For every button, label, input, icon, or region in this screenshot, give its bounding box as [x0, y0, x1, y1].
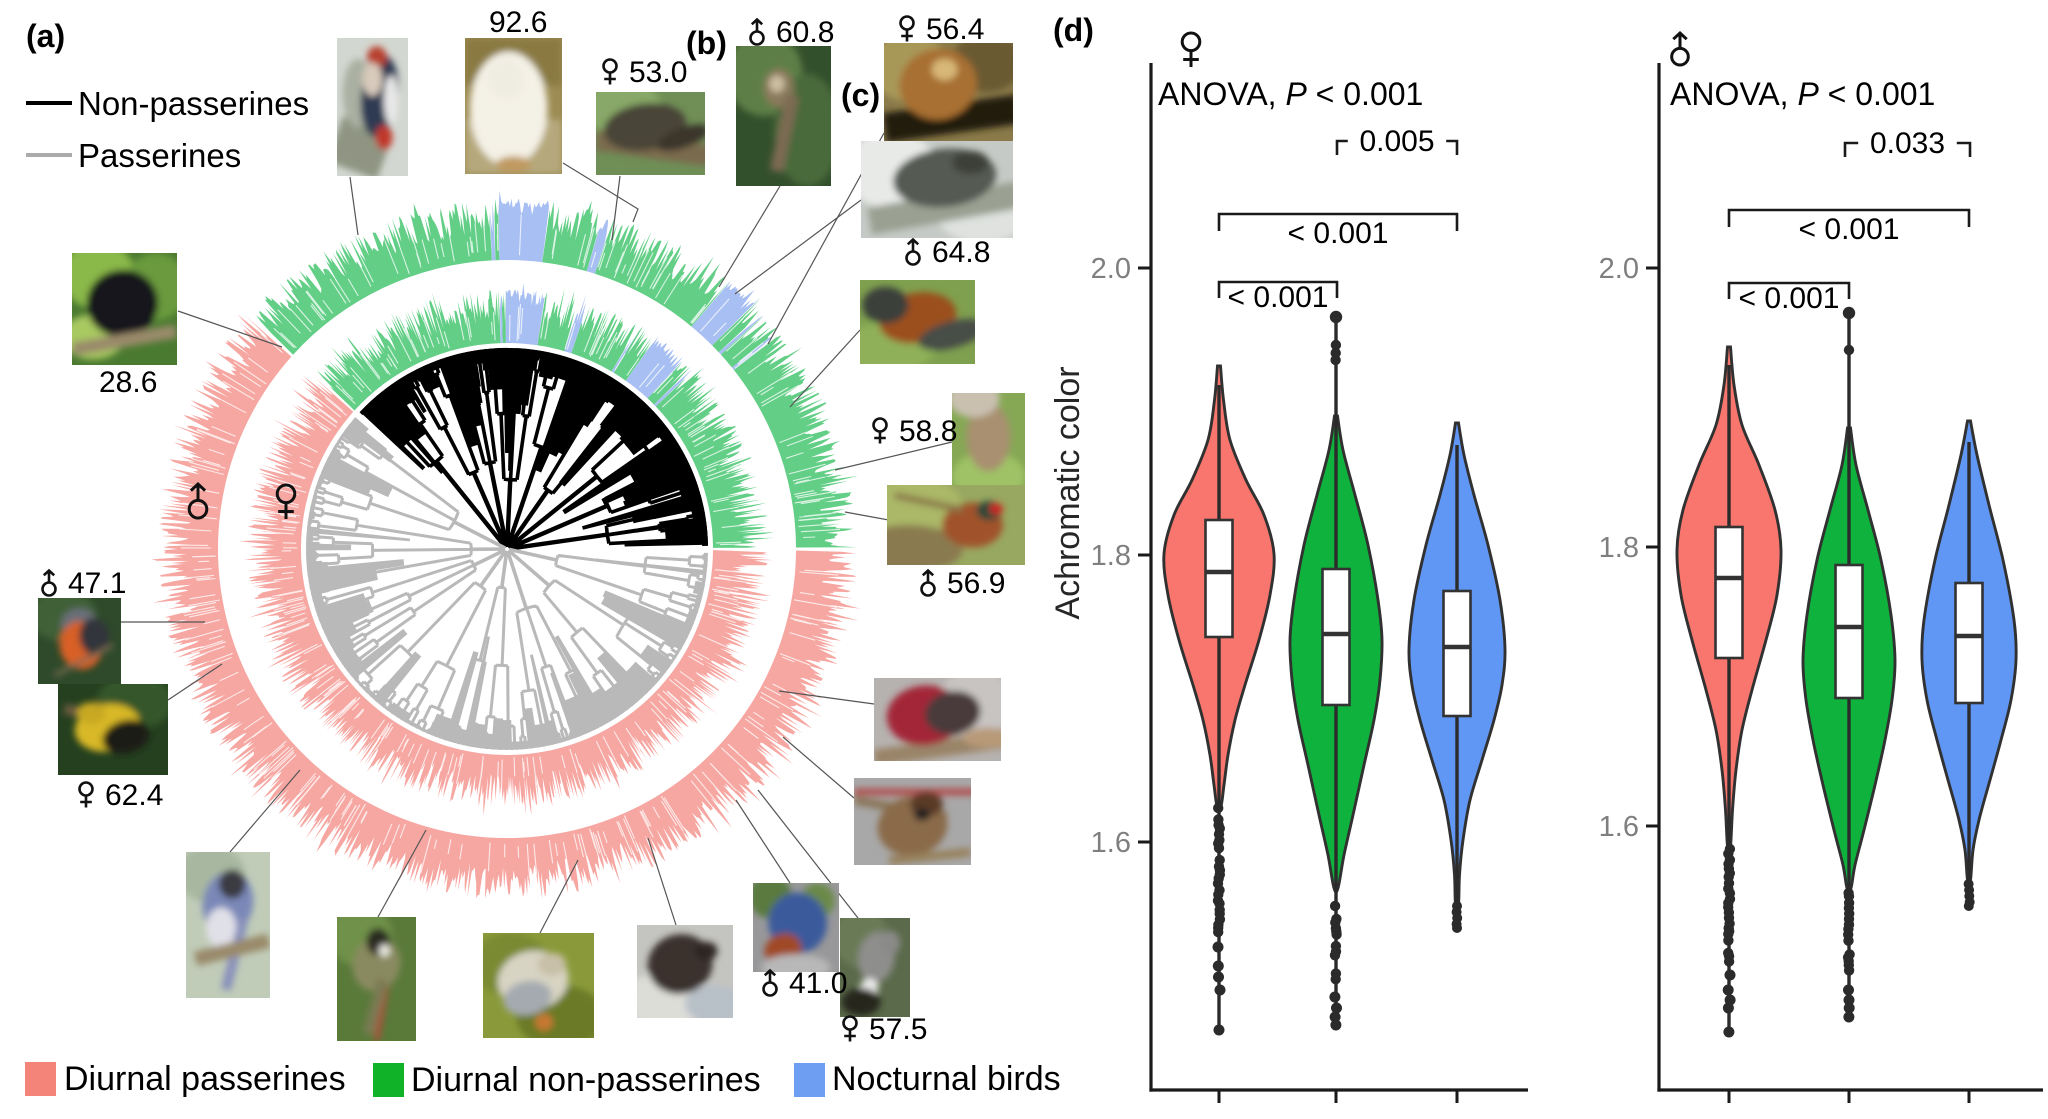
svg-text:1.8: 1.8 [1091, 540, 1131, 572]
svg-text:Nocturnal birds: Nocturnal birds [832, 1060, 1061, 1098]
svg-text:64.8: 64.8 [932, 236, 990, 269]
svg-text:(d): (d) [1053, 12, 1094, 48]
svg-text:41.0: 41.0 [789, 967, 847, 1000]
svg-text:ANOVA, P < 0.001: ANOVA, P < 0.001 [1670, 76, 1935, 112]
svg-text:< 0.001: < 0.001 [1288, 217, 1389, 250]
svg-text:53.0: 53.0 [629, 56, 687, 89]
svg-text:Achromatic color: Achromatic color [1049, 366, 1087, 619]
svg-text:Passerines: Passerines [78, 137, 241, 174]
svg-text:Non-passerines: Non-passerines [78, 85, 309, 122]
svg-text:< 0.001: < 0.001 [1739, 282, 1840, 315]
svg-text:(b): (b) [686, 25, 727, 61]
svg-text:56.4: 56.4 [926, 13, 984, 46]
svg-text:< 0.001: < 0.001 [1799, 213, 1900, 246]
svg-text:60.8: 60.8 [776, 16, 834, 49]
svg-text:28.6: 28.6 [99, 366, 157, 399]
svg-text:ANOVA, P < 0.001: ANOVA, P < 0.001 [1158, 76, 1423, 112]
svg-text:62.4: 62.4 [105, 779, 163, 812]
svg-text:Diurnal non-passerines: Diurnal non-passerines [411, 1061, 761, 1099]
svg-text:47.1: 47.1 [68, 567, 126, 600]
svg-text:1.6: 1.6 [1599, 811, 1639, 843]
svg-text:< 0.001: < 0.001 [1228, 281, 1329, 314]
svg-text:Diurnal passerines: Diurnal passerines [64, 1060, 346, 1098]
svg-text:56.9: 56.9 [947, 567, 1005, 600]
svg-text:1.6: 1.6 [1091, 827, 1131, 859]
svg-text:92.6: 92.6 [489, 6, 547, 39]
svg-text:58.8: 58.8 [899, 415, 957, 448]
svg-text:2.0: 2.0 [1599, 253, 1639, 285]
svg-text:0.005: 0.005 [1359, 125, 1434, 158]
svg-text:2.0: 2.0 [1091, 253, 1131, 285]
svg-text:1.8: 1.8 [1599, 532, 1639, 564]
svg-text:57.5: 57.5 [869, 1013, 927, 1046]
svg-text:(a): (a) [26, 18, 65, 54]
svg-text:0.033: 0.033 [1870, 127, 1945, 160]
svg-text:(c): (c) [841, 77, 880, 113]
